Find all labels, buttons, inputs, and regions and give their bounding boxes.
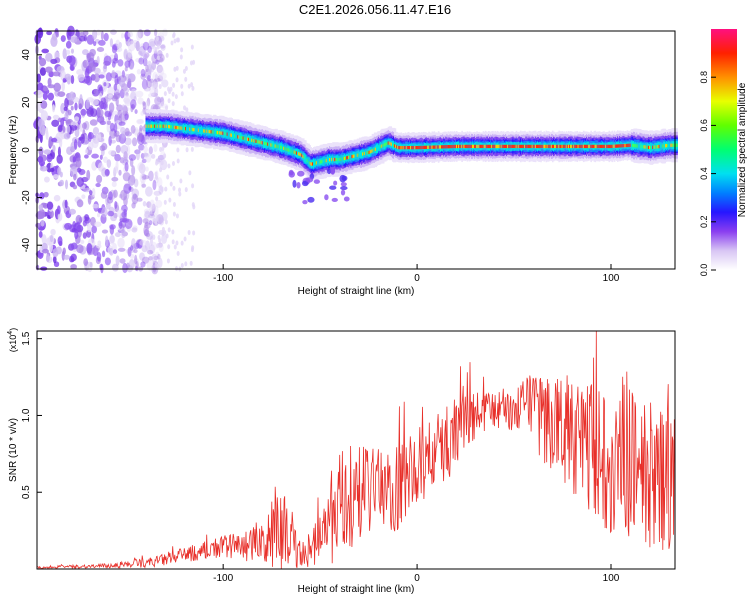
svg-text:(x104): (x104): [7, 328, 18, 352]
colorbar: 0.0 0.2 0.4 0.6 0.8 Normalized spectral ampl…: [699, 29, 748, 276]
spectrogram-y-axis: -40 -20 0 20 40: [21, 49, 42, 253]
spectrogram-y-label: Frequency (Hz): [8, 116, 19, 185]
colorbar-label: Normalized spectral amplitude: [737, 82, 748, 217]
snr-x-label: Height of straight line (km): [298, 584, 415, 595]
snr-panel: -100 0 100 0.5 1.0 1.5 Height of straight li…: [7, 328, 676, 595]
x-tick-label: 100: [603, 573, 620, 584]
spectrogram-panel: -100 0 100 -40 -20 0 20 40 Height of straight …: [8, 25, 678, 297]
y-tick-label: 20: [21, 96, 32, 108]
x-tick-label: -100: [213, 273, 233, 284]
snr-y-axis: 0.5 1.0 1.5: [21, 331, 42, 499]
colorbar-tick-label: 0.4: [699, 167, 709, 180]
colorbar-tick-label: 0.0: [699, 264, 709, 277]
snr-y-multiplier: (x104): [7, 328, 18, 352]
spectrogram-image: [33, 25, 678, 275]
y-tick-label: -40: [21, 238, 32, 253]
spectrogram-x-label: Height of straight line (km): [298, 286, 415, 297]
figure-title: C2E1.2026.056.11.47.E16: [299, 2, 451, 17]
snr-series-line: [36, 330, 676, 570]
colorbar-tick-label: 0.6: [699, 119, 709, 132]
snr-x-axis: -100 0 100: [213, 564, 620, 584]
x-tick-label: 100: [603, 273, 620, 284]
snr-frame: [36, 330, 676, 570]
colorbar-gradient: [711, 29, 737, 270]
colorbar-tick-label: 0.2: [699, 216, 709, 229]
y-tick-label: 40: [21, 49, 32, 61]
y-tick-label: 0: [21, 147, 32, 153]
snr-y-label: SNR (10 * v/v): [8, 418, 19, 482]
snr-multiplier-exp: 4: [7, 331, 14, 335]
y-tick-label: 1.5: [21, 331, 32, 345]
x-tick-label: 0: [414, 573, 420, 584]
colorbar-tick-label: 0.8: [699, 71, 709, 84]
y-tick-label: 0.5: [21, 485, 32, 499]
x-tick-label: -100: [213, 573, 233, 584]
spectrogram-x-axis: -100 0 100: [213, 264, 620, 284]
y-tick-label: 1.0: [21, 408, 32, 422]
x-tick-label: 0: [414, 273, 420, 284]
colorbar-axis: 0.0 0.2 0.4 0.6 0.8: [699, 71, 716, 276]
snr-multiplier-base: (x10: [8, 335, 18, 353]
y-tick-label: -20: [21, 190, 32, 205]
